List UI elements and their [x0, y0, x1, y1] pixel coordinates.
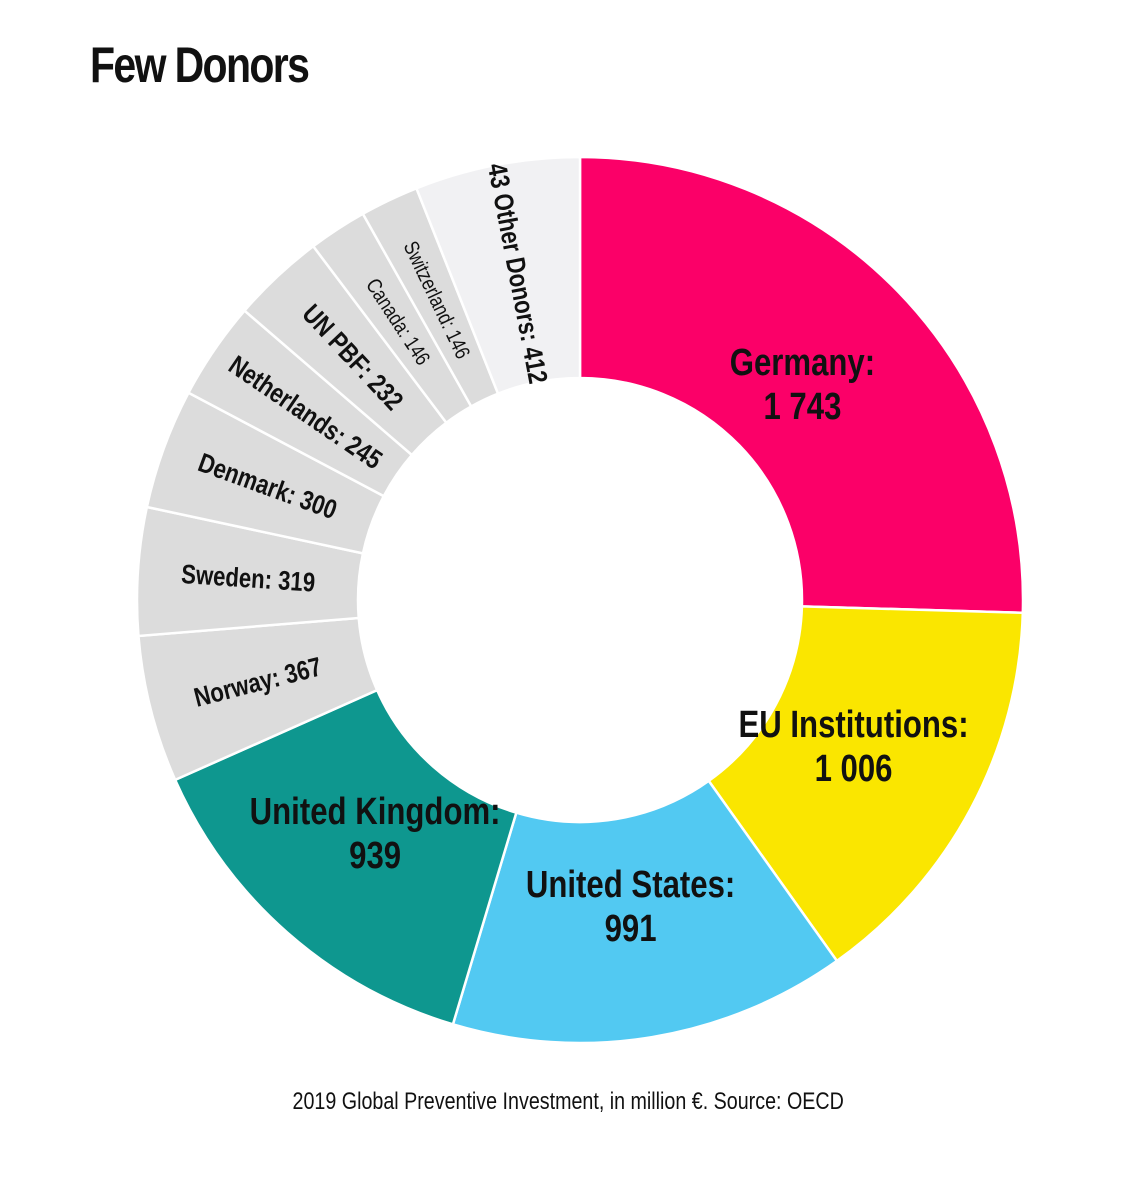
donut-slices — [135, 155, 1025, 1045]
slice-label-germany: Germany: 1 743 — [730, 342, 875, 428]
slice-label-united-kingdom: United Kingdom: 939 — [250, 791, 501, 877]
slice-united-kingdom — [173, 688, 518, 1026]
chart-caption: 2019 Global Preventive Investment, in mi… — [292, 1088, 845, 1115]
slice-label-eu-institutions: EU Institutions: 1 006 — [738, 704, 968, 790]
slice-label-united-states: United States: 991 — [526, 864, 735, 950]
slice-eu-institutions — [706, 605, 1025, 963]
slice-united-states — [451, 779, 839, 1045]
slice-germany — [578, 155, 1025, 615]
chart-title: Few Donors — [90, 37, 310, 93]
slice-43-other-donors — [414, 155, 582, 396]
